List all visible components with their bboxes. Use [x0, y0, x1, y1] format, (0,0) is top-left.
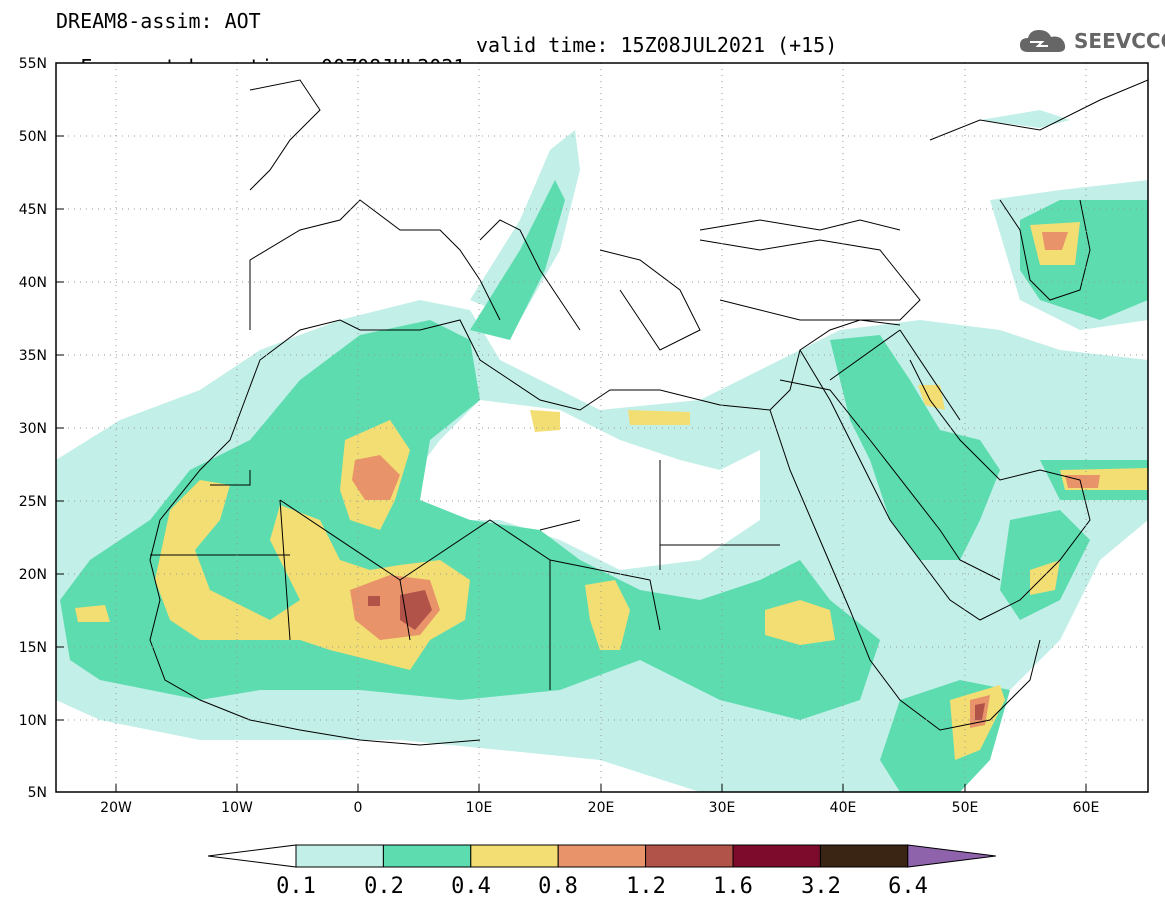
west-africa-coast	[149, 399, 481, 746]
lon-label: 60E	[1073, 800, 1100, 816]
logo-text: SEEVCCC	[1074, 29, 1165, 53]
aot-field	[56, 110, 1148, 792]
colorbar-label: 1.6	[713, 874, 753, 899]
lat-label: 35N	[19, 348, 47, 364]
aot-level-0.4-libya	[530, 410, 560, 432]
lon-label: 50E	[952, 800, 979, 816]
aot-level-0.8-gulf	[1065, 475, 1100, 488]
lon-label: 10E	[466, 800, 493, 816]
lat-label: 30N	[19, 421, 47, 437]
colorbar-segment	[645, 844, 734, 868]
aot-level-0.2-arabia	[830, 335, 1000, 560]
britain-coast	[249, 79, 321, 191]
lat-label: 50N	[19, 129, 47, 145]
cloud-icon	[1020, 30, 1066, 52]
aot-level-1.2-niger	[400, 590, 432, 630]
colorbar-segment	[732, 844, 821, 868]
lon-label: 20W	[100, 800, 132, 816]
arabian-coast	[799, 349, 1091, 621]
latitude-labels: 5N 10N 15N 20N 25N 30N 35N 40N 45N 50N 5…	[19, 56, 47, 801]
lat-label: 45N	[19, 202, 47, 218]
aot-plume-italy	[470, 130, 580, 320]
aot-level-0.1-north	[980, 110, 1070, 128]
map-title: DREAM8-assim: AOT	[56, 9, 261, 33]
colorbar-label: 3.2	[801, 874, 841, 899]
north-africa-coast	[244, 319, 901, 411]
colorbar-label: 0.1	[276, 874, 316, 899]
aot-level-0.4-coast	[75, 605, 110, 622]
colorbar-segment	[557, 844, 647, 868]
black-sea-coast	[699, 219, 901, 231]
aot-level-0.4-iraq	[918, 385, 945, 410]
lon-label: 0	[354, 800, 363, 816]
colorbar-segment	[382, 844, 472, 868]
aot-level-1.2-somalia	[975, 703, 985, 720]
colorbar-label: 6.4	[888, 874, 928, 899]
lon-label: 40E	[830, 800, 857, 816]
colorbar-label: 1.2	[626, 874, 666, 899]
tick-marks	[56, 62, 1087, 793]
colorbar-label: 0.8	[538, 874, 578, 899]
colorbar-label: 0.2	[364, 874, 404, 899]
colorbar	[207, 844, 996, 868]
colorbar-low-arrow	[207, 844, 297, 868]
colorbar-high-arrow	[907, 844, 996, 868]
colorbar-labels: 0.1 0.2 0.4 0.8 1.2 1.6 3.2 6.4	[276, 874, 928, 899]
lat-label: 55N	[19, 56, 47, 72]
aot-level-0.4-chad	[585, 580, 630, 650]
aot-level-1.2-niger-west	[368, 596, 380, 606]
iberia-france-coast	[249, 199, 501, 330]
northeast-coast	[929, 79, 1148, 141]
greece-coast	[599, 249, 701, 351]
lat-label: 15N	[19, 640, 47, 656]
colorbar-segment	[295, 844, 384, 868]
longitude-labels: 20W 10W 0 10E 20E 30E 40E 50E 60E	[100, 800, 1099, 816]
seevccc-logo: SEEVCCC	[1018, 26, 1165, 56]
red-sea-coast-west	[769, 409, 1041, 731]
colorbar-segment	[470, 844, 559, 868]
aot-level-0.8-turkmen	[1042, 232, 1068, 250]
turkey-coast	[699, 239, 921, 321]
caspian-coast	[999, 199, 1091, 301]
colorbar-segment	[819, 844, 909, 868]
gridlines	[56, 63, 1148, 792]
aot-level-0.4-libya-east	[628, 410, 690, 425]
lon-label: 20E	[588, 800, 615, 816]
clean-air-sahara	[410, 400, 760, 570]
italy-coast	[479, 219, 581, 331]
aot-level-0.2-italy	[470, 180, 565, 340]
aot-level-0.4-sudan	[765, 600, 835, 645]
lat-label: 25N	[19, 494, 47, 510]
aot-level-0.8-algeria	[352, 455, 400, 500]
aot-level-0.4-oman	[1030, 560, 1060, 595]
lat-label: 20N	[19, 567, 47, 583]
lat-label: 40N	[19, 275, 47, 291]
valid-time: valid time: 15Z08JUL2021 (+15)	[476, 33, 838, 57]
country-borders	[150, 460, 780, 690]
middle-east-borders	[779, 329, 1001, 581]
lon-label: 30E	[709, 800, 736, 816]
lat-label: 5N	[28, 785, 47, 801]
lat-label: 10N	[19, 713, 47, 729]
coastlines	[149, 79, 1148, 746]
lon-label: 10W	[221, 800, 253, 816]
colorbar-label: 0.4	[451, 874, 491, 899]
